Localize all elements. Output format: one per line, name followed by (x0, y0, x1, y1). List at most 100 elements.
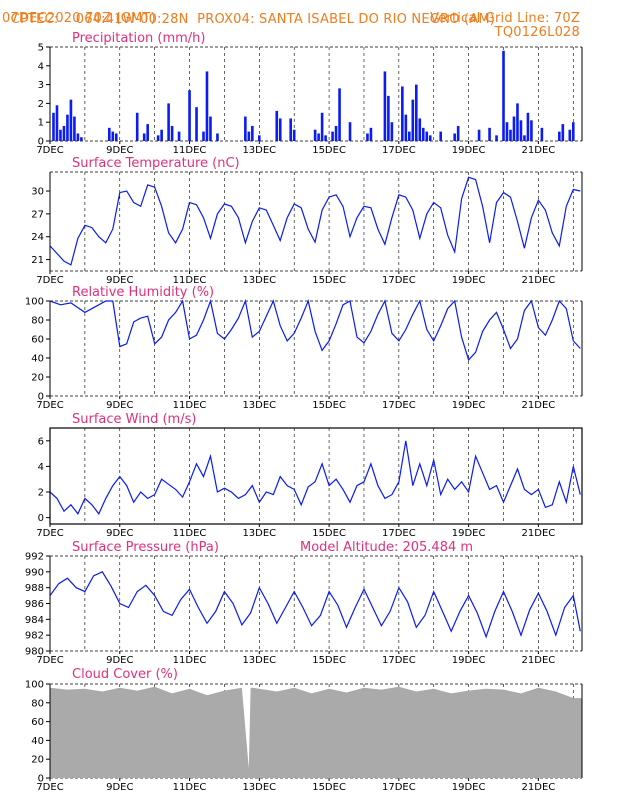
y-tick-label: 2 (38, 488, 44, 499)
cloud-cover-area (50, 686, 582, 778)
precip-bar (292, 129, 296, 141)
precip-bar (146, 124, 149, 141)
y-tick-label: 60 (31, 717, 44, 728)
precip-bar (428, 135, 432, 141)
x-tick-label: 7DEC (36, 782, 63, 793)
y-tick-label: 80 (31, 316, 44, 327)
precip-bar (453, 133, 456, 141)
x-tick-label: 17DEC (382, 400, 416, 411)
precip-bar (111, 131, 115, 141)
y-tick-label: 5 (38, 43, 44, 54)
precip-bar (170, 125, 174, 141)
precip-bar (488, 127, 491, 141)
y-tick-label: 992 (25, 552, 44, 563)
precip-bar (369, 127, 373, 141)
precip-bar (160, 129, 163, 141)
precip-bar (73, 116, 76, 141)
model-altitude-label: Model Altitude: 205.484 m (300, 540, 473, 555)
precip-bar (177, 131, 181, 141)
y-tick-label: 986 (25, 599, 44, 610)
x-tick-label: 17DEC (382, 145, 416, 156)
precip-bar (526, 112, 530, 141)
y-tick-label: 100 (25, 297, 44, 308)
x-tick-label: 13DEC (242, 400, 276, 411)
y-tick-label: 21 (31, 255, 44, 266)
precip-bar (383, 71, 387, 141)
header-model-id: TQ0126L028 (494, 25, 580, 40)
x-tick-label: 19DEC (452, 145, 486, 156)
precip-bar (414, 84, 418, 141)
x-tick-label: 7DEC (36, 145, 63, 156)
precip-bar (523, 135, 526, 141)
wind-panel: Surface Wind (m/s) 0 2 4 6 7DEC 9DEC 11DEC 13DE… (36, 412, 583, 539)
y-tick-label: 980 (25, 647, 44, 658)
precip-bar (216, 133, 219, 141)
y-tick-label: 80 (31, 698, 44, 709)
x-tick-label: 13DEC (242, 782, 276, 793)
precip-bar (167, 103, 170, 141)
x-tick-label: 17DEC (382, 528, 416, 539)
y-tick-label: 1 (38, 118, 44, 129)
precip-bar (62, 125, 66, 141)
x-tick-label: 11DEC (173, 400, 207, 411)
x-tick-label: 19DEC (452, 655, 486, 666)
x-tick-label: 11DEC (173, 782, 207, 793)
temperature-title: Surface Temperature (nC) (72, 156, 240, 171)
precip-bar (135, 112, 139, 141)
x-tick-label: 17DEC (382, 655, 416, 666)
humidity-panel: Relative Humidity (%) 0 20 40 60 80 100 7DEC 9D… (25, 285, 583, 411)
x-tick-label: 7DEC (36, 400, 63, 411)
y-tick-label: 30 (31, 187, 44, 198)
x-tick-label: 21DEC (522, 782, 556, 793)
x-tick-label: 15DEC (312, 782, 346, 793)
x-tick-label: 15DEC (312, 275, 346, 286)
x-tick-label: 9DEC (106, 275, 133, 286)
x-tick-label: 21DEC (522, 145, 556, 156)
precip-bar (502, 50, 505, 142)
precip-bar (251, 125, 254, 141)
x-tick-label: 11DEC (173, 655, 207, 666)
precip-bar (289, 118, 293, 141)
x-tick-label: 7DEC (36, 528, 63, 539)
y-tick-label: 40 (31, 736, 44, 747)
x-tick-label: 17DEC (382, 782, 416, 793)
precip-bar (195, 107, 198, 141)
precip-bar (188, 90, 191, 141)
precip-bar (411, 99, 415, 141)
precip-bar (401, 86, 404, 141)
precip-bar (338, 88, 341, 141)
y-tick-label: 990 (25, 567, 44, 578)
x-tick-label: 13DEC (242, 145, 276, 156)
pressure-title: Surface Pressure (hPa) (72, 540, 219, 555)
precip-bar (516, 103, 519, 141)
y-tick-label: 24 (31, 232, 44, 243)
x-tick-label: 9DEC (106, 400, 133, 411)
precip-bar (331, 131, 334, 141)
precip-bar (258, 135, 261, 141)
x-tick-label: 19DEC (452, 528, 486, 539)
precip-bar (209, 116, 212, 141)
y-tick-label: 20 (31, 373, 44, 384)
precip-bar (561, 124, 565, 141)
precip-bar (114, 133, 118, 141)
x-tick-label: 15DEC (312, 655, 346, 666)
panel-frame (49, 427, 583, 525)
x-tick-label: 7DEC (36, 275, 63, 286)
precip-bar (156, 135, 160, 141)
precip-bar (324, 135, 327, 141)
y-tick-label: 3 (38, 80, 44, 91)
wind-line (49, 440, 581, 515)
precip-bar (278, 118, 282, 141)
x-tick-label: 11DEC (173, 275, 207, 286)
y-tick-label: 4 (38, 61, 44, 72)
precip-bar (387, 95, 390, 141)
x-tick-label: 13DEC (242, 528, 276, 539)
y-tick-label: 4 (38, 462, 44, 473)
precip-bar (275, 110, 279, 141)
x-tick-label: 21DEC (522, 528, 556, 539)
precip-bar (320, 112, 324, 141)
x-tick-label: 17DEC (382, 275, 416, 286)
precip-bar (313, 129, 317, 141)
x-tick-label: 13DEC (242, 275, 276, 286)
